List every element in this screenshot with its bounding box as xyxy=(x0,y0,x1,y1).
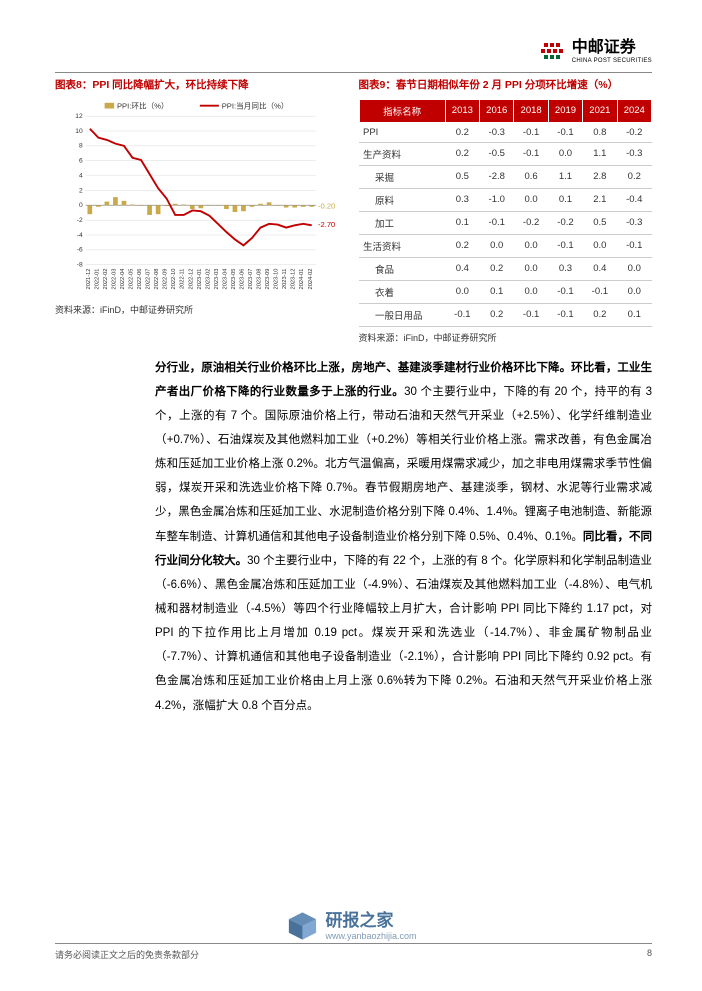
body-text: 分行业，原油相关行业价格环比上涨，房地产、基建淡季建材行业价格环比下降。环比看，… xyxy=(55,356,652,718)
svg-text:2022-08: 2022-08 xyxy=(154,268,160,289)
svg-text:PPI:当月同比（%）: PPI:当月同比（%） xyxy=(222,100,289,110)
svg-text:0: 0 xyxy=(79,202,83,209)
svg-text:2022-02: 2022-02 xyxy=(103,268,109,289)
svg-text:10: 10 xyxy=(75,128,83,135)
svg-text:2023-04: 2023-04 xyxy=(222,268,228,289)
page: 中邮证券 CHINA POST SECURITIES 图表8：PPI 同比降幅扩… xyxy=(0,0,702,991)
watermark-cn: 研报之家 xyxy=(325,911,416,931)
logo-en: CHINA POST SECURITIES xyxy=(572,58,652,64)
svg-text:12: 12 xyxy=(75,113,83,120)
footer-disclaimer: 请务必阅读正文之后的免责条款部分 xyxy=(55,948,199,961)
logo-cn: 中邮证券 xyxy=(572,40,652,56)
figure-8: 图表8：PPI 同比降幅扩大，环比持续下降 -8 -6 -4 -2 0 2 4 6 8 10 12 2… xyxy=(55,79,349,344)
watermark-text: 研报之家 www.yanbaozhijia.com xyxy=(325,911,416,941)
svg-text:-6: -6 xyxy=(77,246,83,253)
p1-rest: 30 个主要行业中，下降的有 20 个，持平的有 3 个，上涨的有 7 个。国际… xyxy=(155,386,652,543)
fig9-table-wrap: 指标名称201320162018201920212024PPI0.2-0.3-0… xyxy=(359,99,653,327)
svg-text:-2: -2 xyxy=(77,217,83,224)
svg-text:2023-11: 2023-11 xyxy=(282,268,288,289)
fig9-title: 图表9：春节日期相似年份 2 月 PPI 分项环比增速（%） xyxy=(359,79,653,93)
svg-text:-8: -8 xyxy=(77,261,83,268)
svg-text:2023-05: 2023-05 xyxy=(231,268,237,289)
fig9-table: 指标名称201320162018201920212024PPI0.2-0.3-0… xyxy=(359,99,653,327)
header: 中邮证券 CHINA POST SECURITIES xyxy=(55,40,652,64)
p2-rest: 30 个主要行业中，下降的有 22 个，上涨的有 8 个。化学原料和化学制品制造… xyxy=(155,555,652,712)
svg-text:-0.20: -0.20 xyxy=(318,201,335,210)
watermark-en: www.yanbaozhijia.com xyxy=(325,931,416,941)
svg-text:2024-02: 2024-02 xyxy=(308,268,314,289)
svg-text:2022-10: 2022-10 xyxy=(171,268,177,289)
logo-icon xyxy=(538,40,566,64)
svg-text:2023-08: 2023-08 xyxy=(257,268,263,289)
footer: 请务必阅读正文之后的免责条款部分 8 xyxy=(55,943,652,961)
svg-text:2023-01: 2023-01 xyxy=(197,268,203,289)
logo-text: 中邮证券 CHINA POST SECURITIES xyxy=(572,40,652,64)
svg-text:2023-09: 2023-09 xyxy=(265,268,271,289)
svg-text:-4: -4 xyxy=(77,232,83,239)
svg-text:2021-12: 2021-12 xyxy=(86,268,92,289)
svg-text:2022-04: 2022-04 xyxy=(120,268,126,289)
fig9-source: 资料来源：iFinD，中邮证券研究所 xyxy=(359,331,653,344)
svg-text:2022-07: 2022-07 xyxy=(146,268,152,289)
fig8-source: 资料来源：iFinD，中邮证券研究所 xyxy=(55,303,349,316)
svg-text:-2.70: -2.70 xyxy=(318,220,335,229)
svg-text:2024-01: 2024-01 xyxy=(299,268,305,289)
figure-9: 图表9：春节日期相似年份 2 月 PPI 分项环比增速（%） 指标名称20132… xyxy=(359,79,653,344)
svg-text:2022-09: 2022-09 xyxy=(163,268,169,289)
svg-text:PPI:环比（%）: PPI:环比（%） xyxy=(117,100,169,110)
page-number: 8 xyxy=(647,948,652,961)
fig8-title: 图表8：PPI 同比降幅扩大，环比持续下降 xyxy=(55,79,349,93)
header-divider xyxy=(55,72,652,73)
figures-row: 图表8：PPI 同比降幅扩大，环比持续下降 -8 -6 -4 -2 0 2 4 6 8 10 12 2… xyxy=(55,79,652,344)
svg-text:2022-01: 2022-01 xyxy=(94,268,100,289)
svg-text:2023-06: 2023-06 xyxy=(239,268,245,289)
svg-text:2023-03: 2023-03 xyxy=(214,268,220,289)
svg-text:2: 2 xyxy=(79,187,83,194)
svg-text:6: 6 xyxy=(79,157,83,164)
svg-text:2022-06: 2022-06 xyxy=(137,268,143,289)
svg-text:2023-12: 2023-12 xyxy=(291,268,297,289)
svg-text:4: 4 xyxy=(79,172,83,179)
watermark: 研报之家 www.yanbaozhijia.com xyxy=(285,909,416,943)
svg-text:2022-11: 2022-11 xyxy=(180,268,186,289)
svg-text:2022-03: 2022-03 xyxy=(111,268,117,289)
svg-text:8: 8 xyxy=(79,142,83,149)
svg-text:2022-12: 2022-12 xyxy=(188,268,194,289)
svg-text:2023-02: 2023-02 xyxy=(205,268,211,289)
company-logo: 中邮证券 CHINA POST SECURITIES xyxy=(538,40,652,64)
svg-text:2023-07: 2023-07 xyxy=(248,268,254,289)
watermark-icon xyxy=(285,909,319,943)
svg-text:2022-05: 2022-05 xyxy=(129,268,135,289)
svg-text:2023-10: 2023-10 xyxy=(274,268,280,289)
fig8-chart: -8-6-4-20246810122021-122022-012022-0220… xyxy=(55,99,349,299)
